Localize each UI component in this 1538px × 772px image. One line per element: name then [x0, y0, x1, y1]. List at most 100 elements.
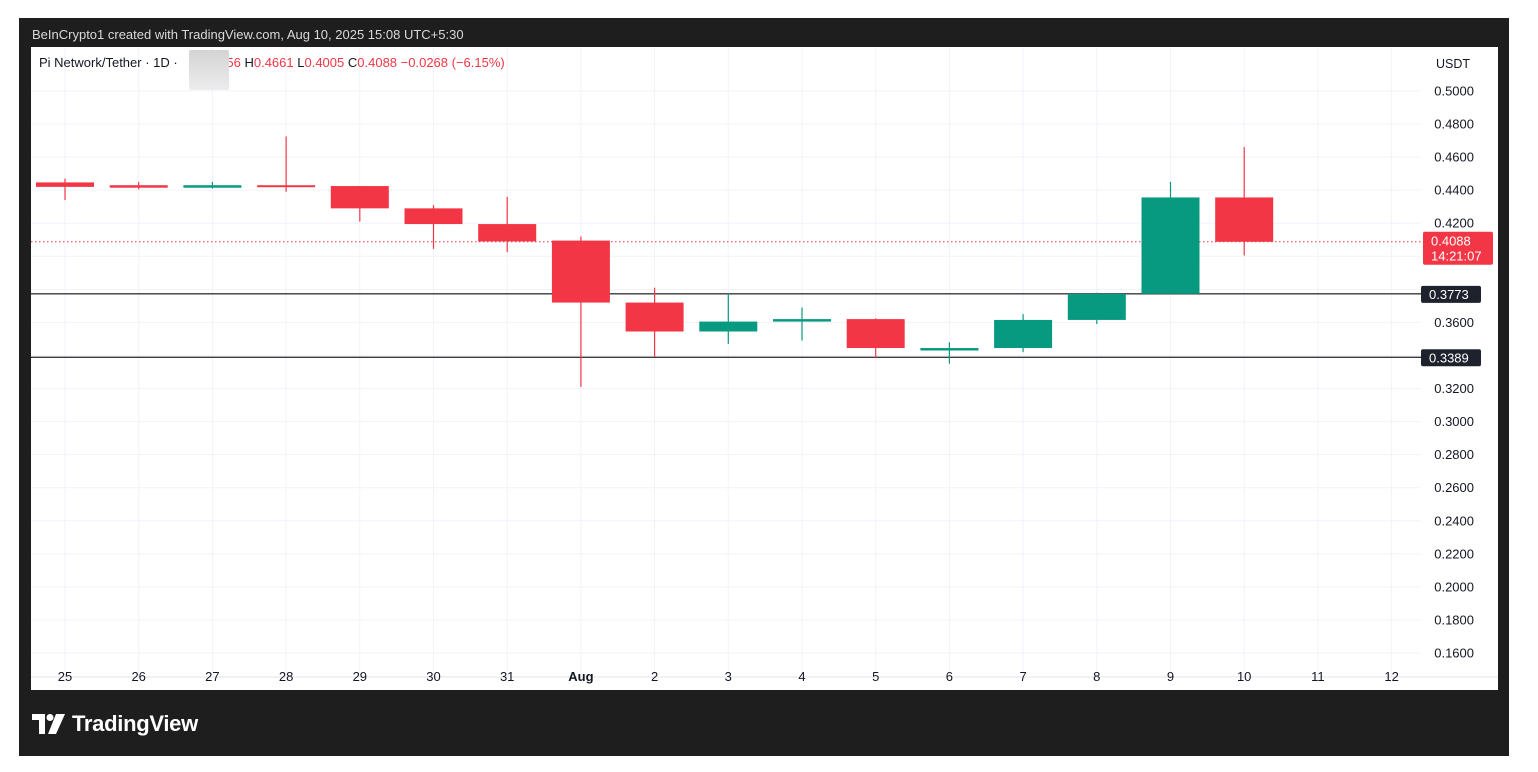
candle-body	[478, 224, 537, 242]
price-tick-label: 0.4800	[1434, 117, 1474, 132]
candle-body	[330, 186, 389, 209]
level-tag-label: 0.3773	[1429, 287, 1469, 302]
change-value: −0.0268 (−6.15%)	[400, 55, 505, 70]
candle	[699, 293, 758, 344]
candle	[1215, 147, 1274, 256]
candle	[920, 342, 979, 364]
candle	[478, 196, 537, 253]
candle-body	[1215, 197, 1274, 242]
grid	[31, 47, 1498, 678]
price-axis[interactable]: 0.5000 0.4800 0.4600 0.4400 0.4200 0.3600 0.32…	[1434, 84, 1474, 661]
candle	[773, 307, 831, 341]
time-tick-label: 2	[651, 669, 658, 684]
close-value: 0.4088	[357, 55, 398, 70]
high-value: 0.4661	[253, 55, 294, 70]
price-tick-label: 0.2600	[1434, 480, 1474, 495]
price-tick-label: 0.2400	[1434, 513, 1474, 528]
time-tick-label: 12	[1384, 669, 1398, 684]
currency-label: USDT	[1435, 57, 1470, 71]
time-tick-label: 5	[872, 669, 879, 684]
chart-panel[interactable]: 0.5000 0.4800 0.4600 0.4400 0.4200 0.3600 0.32…	[31, 47, 1498, 690]
time-tick-label: 10	[1237, 669, 1251, 684]
price-chart[interactable]: 0.5000 0.4800 0.4600 0.4400 0.4200 0.3600 0.32…	[31, 47, 1498, 690]
time-tick-label: 6	[946, 669, 953, 684]
candle-body	[1141, 197, 1200, 294]
candle	[36, 178, 94, 201]
price-tick-label: 0.2000	[1434, 579, 1474, 594]
candle-body	[625, 302, 684, 332]
candle	[404, 205, 463, 249]
last-price-tag-bg	[1423, 231, 1493, 265]
level-price-tag: 0.3773	[1421, 285, 1481, 303]
price-tick-label: 0.2200	[1434, 546, 1474, 561]
time-tick-label: 27	[205, 669, 219, 684]
time-tick-label: 28	[279, 669, 293, 684]
candle	[994, 314, 1053, 353]
time-tick-label: 26	[131, 669, 145, 684]
candle	[257, 136, 316, 192]
price-tick-label: 0.4200	[1434, 216, 1474, 231]
candle-body	[699, 321, 758, 332]
candle-body	[1067, 293, 1126, 320]
symbol-name[interactable]: Pi Network/Tether · 1D ·	[39, 55, 178, 70]
candle	[183, 181, 242, 189]
candle-body	[994, 319, 1053, 349]
candle	[1141, 181, 1200, 294]
level-tag-bg	[1421, 349, 1481, 367]
candle-body	[183, 185, 242, 188]
time-tick-label: 30	[426, 669, 440, 684]
candle	[846, 318, 905, 358]
last-price-value: 0.4088	[1431, 234, 1471, 249]
price-tick-label: 0.3000	[1434, 414, 1474, 429]
candle-body	[257, 185, 316, 188]
candle-body	[920, 348, 979, 351]
price-tick-label: 0.3600	[1434, 315, 1474, 330]
time-tick-label: 11	[1311, 669, 1325, 684]
time-tick-label: 8	[1093, 669, 1100, 684]
low-value: 0.4005	[304, 55, 345, 70]
level-tag-bg	[1421, 285, 1481, 303]
candle	[625, 287, 684, 358]
price-tick-label: 0.5000	[1434, 84, 1474, 99]
price-tick-label: 0.4600	[1434, 150, 1474, 165]
candle	[109, 181, 168, 190]
price-tick-label: 0.4400	[1434, 183, 1474, 198]
brand-name: TradingView	[72, 711, 198, 736]
time-tick-label: 7	[1019, 669, 1026, 684]
symbol-legend[interactable]: Pi Network/Tether · 1D · O0.4356 H0.4661…	[39, 50, 505, 90]
time-axis[interactable]: 25 26 27 28 29 30 31 Aug 2 3 4 5 6 7 8 9 10 11 12	[58, 669, 1399, 684]
close-label: C	[347, 55, 358, 70]
time-tick-label: 3	[725, 669, 732, 684]
level-price-tag: 0.3389	[1421, 349, 1481, 367]
time-tick-label: 4	[798, 669, 805, 684]
candle-body	[404, 208, 463, 225]
candle-body	[551, 240, 610, 303]
levels	[31, 241, 1421, 358]
candle-body	[36, 182, 94, 187]
time-tick-label: 29	[353, 669, 367, 684]
time-tick-label: 9	[1167, 669, 1174, 684]
low-label: L	[297, 55, 305, 70]
candle	[551, 236, 610, 387]
price-tick-label: 0.2800	[1434, 447, 1474, 462]
price-tick-label: 0.1800	[1434, 612, 1474, 627]
redacted-overlay	[189, 50, 229, 90]
price-tick-label: 0.1600	[1434, 646, 1474, 661]
tradingview-logo: TradingView	[32, 710, 198, 738]
time-tick-label: Aug	[568, 669, 593, 684]
time-tick-label: 31	[500, 669, 514, 684]
candle	[330, 186, 389, 222]
candle-body	[773, 319, 831, 322]
tradingview-logo-icon	[32, 714, 65, 734]
candles	[36, 136, 1274, 387]
candle-body	[109, 185, 168, 188]
author-credit: BeInCrypto1 created with TradingView.com…	[32, 27, 464, 42]
candle	[1067, 292, 1126, 325]
level-tag-label: 0.3389	[1429, 350, 1469, 365]
price-tick-label: 0.3200	[1434, 381, 1474, 396]
candle-body	[846, 319, 905, 349]
last-price-countdown: 14:21:07	[1431, 249, 1482, 264]
high-label: H	[244, 55, 254, 70]
